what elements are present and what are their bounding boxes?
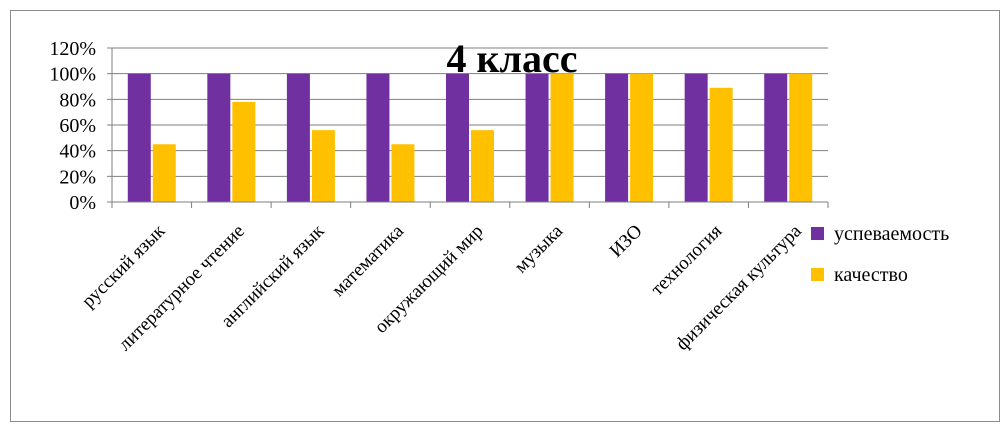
bars bbox=[127, 73, 813, 203]
bar-uspevaemost bbox=[286, 73, 310, 203]
x-category-label: технология bbox=[647, 221, 726, 300]
y-tick-label: 100% bbox=[49, 64, 96, 86]
chart-frame bbox=[10, 10, 1000, 422]
y-tick-label: 80% bbox=[59, 89, 96, 111]
y-tick-label: 0% bbox=[69, 192, 96, 214]
y-tick-label: 40% bbox=[59, 141, 96, 163]
axes bbox=[107, 47, 829, 208]
bar-uspevaemost bbox=[207, 73, 231, 203]
bar-kachestvo bbox=[789, 73, 813, 203]
bar-uspevaemost bbox=[366, 73, 390, 203]
bar-kachestvo bbox=[471, 130, 494, 202]
bar-kachestvo bbox=[311, 130, 335, 202]
bar-kachestvo bbox=[391, 144, 415, 202]
bar-uspevaemost bbox=[764, 73, 788, 203]
gridlines bbox=[112, 47, 828, 177]
bar-kachestvo bbox=[709, 87, 733, 202]
bar-kachestvo bbox=[550, 73, 574, 203]
x-category-label: музыка bbox=[510, 220, 567, 277]
x-category-label: математика bbox=[328, 220, 408, 300]
bar-uspevaemost bbox=[605, 73, 629, 203]
legend-label: успеваемость bbox=[834, 223, 949, 245]
y-axis-ticks: 0% 20% 40% 60% 80% 100% 120% bbox=[49, 38, 96, 214]
chart-title: 4 класс bbox=[447, 36, 578, 81]
bar-kachestvo bbox=[232, 101, 256, 202]
bar-uspevaemost bbox=[525, 73, 549, 203]
x-category-label: ИЗО bbox=[606, 221, 647, 262]
legend: успеваемость качество bbox=[811, 223, 949, 286]
legend-swatch bbox=[811, 268, 824, 281]
bar-kachestvo bbox=[630, 73, 654, 203]
legend-label: качество bbox=[834, 264, 908, 286]
bar-uspevaemost bbox=[127, 73, 151, 203]
y-tick-label: 60% bbox=[59, 115, 96, 137]
y-tick-label: 20% bbox=[59, 166, 96, 188]
legend-swatch bbox=[811, 227, 824, 240]
bar-uspevaemost bbox=[684, 73, 708, 203]
bar-uspevaemost bbox=[446, 73, 469, 203]
bar-kachestvo bbox=[152, 144, 176, 202]
y-tick-label: 120% bbox=[49, 38, 96, 60]
